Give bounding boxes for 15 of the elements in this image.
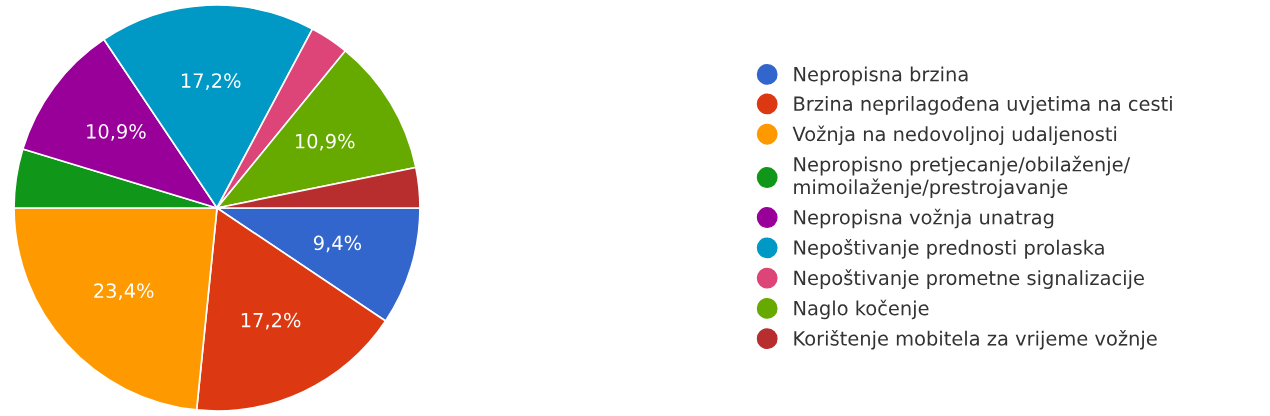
legend-label: Nepoštivanje prometne signalizacije bbox=[794, 269, 1144, 289]
data-label: 10,9% bbox=[295, 133, 355, 151]
data-label: 9,4% bbox=[313, 235, 362, 253]
legend-label: Nepropisna vožnja unatrag bbox=[794, 208, 1054, 229]
legend-label: Brzina neprilagođena uvjetima na cesti bbox=[794, 95, 1172, 115]
legend-label: Naglo kočenje bbox=[794, 299, 929, 320]
legend-label: Nepropisno pretjecanje/obilaženje/ mimoilaženje/prestrojavanje bbox=[794, 155, 1131, 199]
data-label: 10,9% bbox=[87, 124, 146, 141]
data-label: 17,2% bbox=[181, 73, 241, 90]
data-label: 23,4% bbox=[94, 283, 154, 301]
legend-label: Nepoštivanje prednosti prolaska bbox=[794, 239, 1104, 259]
legend-label: Vožnja na nedovoljnoj udaljenosti bbox=[792, 125, 1117, 146]
legend-label: Nepropisna brzina bbox=[794, 66, 968, 86]
data-label: 17,2% bbox=[241, 312, 301, 330]
legend-label: Korištenje mobitela za vrijeme vožnje bbox=[794, 329, 1157, 350]
